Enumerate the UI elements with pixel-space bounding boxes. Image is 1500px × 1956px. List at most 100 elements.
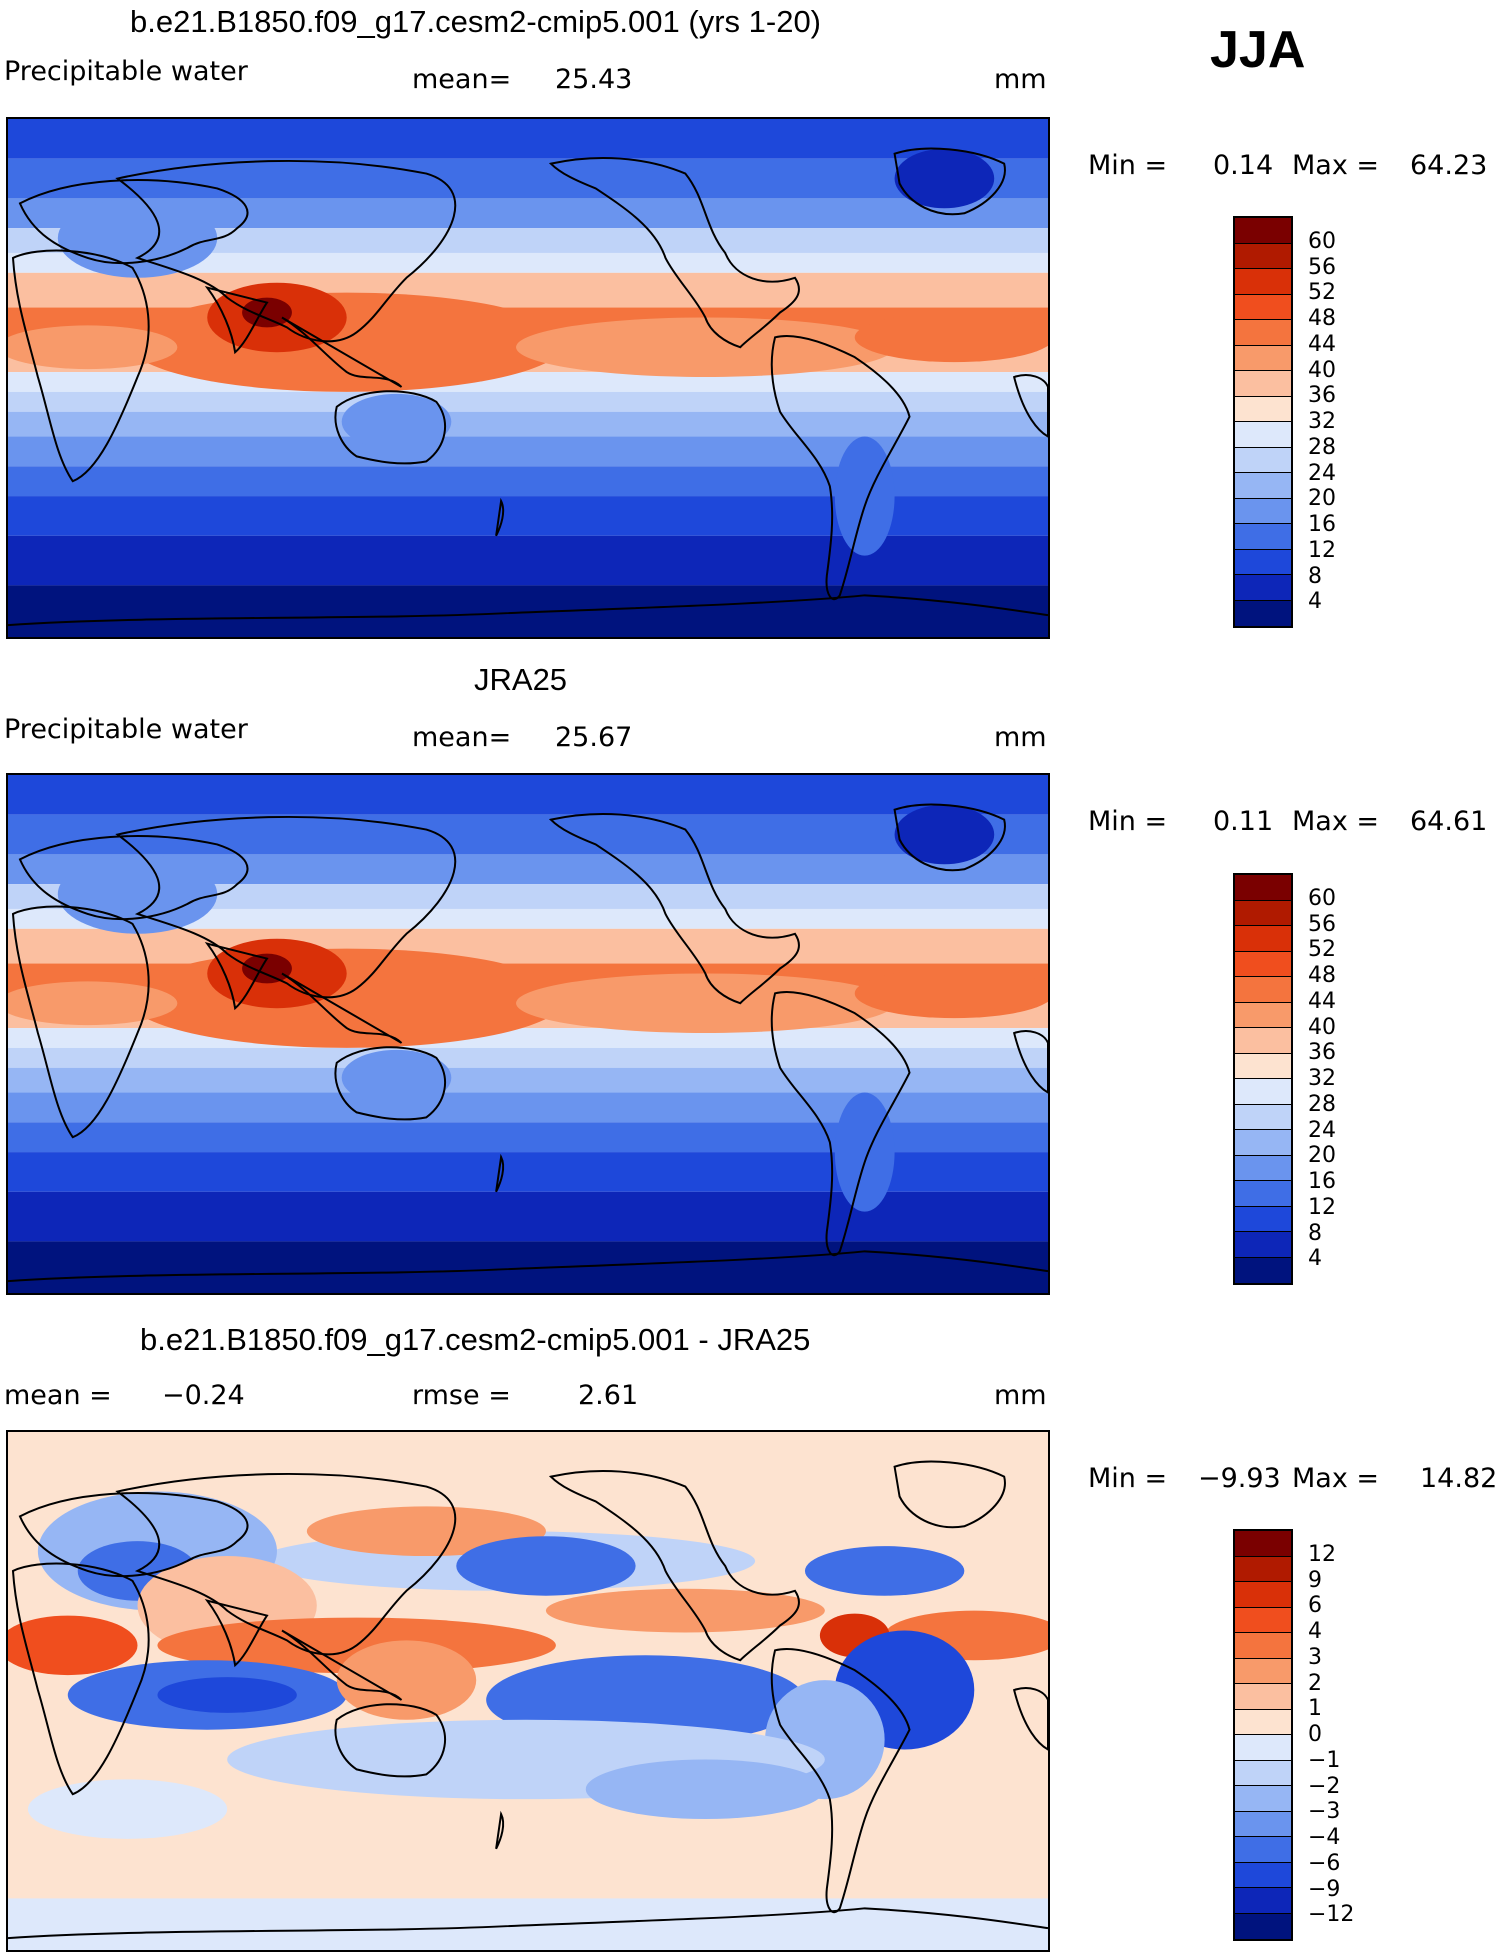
colorbar-segment [1235,422,1291,448]
colorbar-tick-label: 36 [1308,383,1336,409]
colorbar-tick-label: 32 [1308,1066,1336,1091]
map-panel [6,773,1050,1295]
colorbar-segment [1235,1556,1291,1582]
colorbar-tick-label: 40 [1308,1014,1336,1040]
colorbar-segment [1235,1658,1291,1684]
mean-label: mean = [4,1380,112,1411]
coastline [548,813,800,1005]
colorbar-tick-label: 8 [1308,1220,1322,1246]
pw-band [8,1092,1048,1123]
dry-region [894,804,995,865]
colorbar-tick-label: 52 [1308,937,1336,963]
colorbar-segment [1235,396,1291,422]
diff-anomaly [545,1588,825,1633]
mean-label: mean= [412,64,512,95]
colorbar-tick-label: 60 [1308,228,1336,254]
colorbar-tick-label: 12 [1308,1541,1336,1567]
mean-value: 25.67 [555,722,633,753]
variable-label: Precipitable water [4,56,248,87]
pw-band [8,585,1048,637]
coastline [893,803,1006,872]
colorbar-segment [1235,1684,1291,1710]
diff-anomaly [336,1640,477,1720]
colorbar-tick-label: 44 [1308,331,1336,357]
colorbar-tick-label: 8 [1308,563,1322,589]
colorbar-segment [1235,1582,1291,1608]
coastline [495,1810,505,1850]
coastline [18,179,249,265]
colorbar-segment [1235,1181,1291,1207]
colorbar-segment [1235,575,1291,601]
coastline [548,157,800,349]
colorbar-tick-label: 4 [1308,589,1322,615]
pw-band [8,272,1048,308]
colorbar-segment [1235,1232,1291,1258]
colorbar-tick-label: 12 [1308,537,1336,563]
coastline [281,316,403,388]
colorbar-segment [1235,1079,1291,1105]
colorbar-tick-label: 48 [1308,306,1336,331]
coastline [281,1629,403,1701]
colorbar-segment [1235,1811,1291,1837]
coastline [115,815,457,999]
coastline [204,286,269,355]
pw-band [8,535,1048,586]
pw-band [8,1047,1048,1068]
colorbar-segment [1235,498,1291,524]
min-label: Min = [1088,150,1168,181]
min-label: Min = [1088,1463,1168,1494]
colorbar-segment [1235,524,1291,550]
coastline [548,1470,800,1662]
itcz-atlantic [854,968,1048,1019]
coastline [115,1472,457,1656]
map-panel [6,117,1050,639]
rmse-label: rmse = [412,1380,511,1411]
coastline [11,905,150,1139]
pw-band [8,411,1048,437]
coastline [495,497,505,537]
colorbar-tick-label: 52 [1308,280,1336,306]
colorbar-segment [1235,1028,1291,1054]
panel-title: b.e21.B1850.f09_g17.cesm2-cmip5.001 (yrs… [130,4,822,39]
rmse-value: 2.61 [578,1380,639,1411]
colorbar-tick-label: 48 [1308,963,1336,988]
colorbar-tick-label: −6 [1308,1850,1341,1876]
max-label: Max = [1292,150,1380,181]
pw-band [8,119,1048,159]
colorbar-tick-label: 40 [1308,357,1336,383]
diff-anomaly [157,1677,297,1713]
itcz-atlantic [854,312,1048,363]
colorbar-segment [1235,1155,1291,1181]
coastline [334,390,446,465]
colorbar-segment [1235,320,1291,346]
pw-band [8,391,1048,412]
colorbar [1233,873,1293,1285]
coastline [18,835,249,921]
coastline [770,991,911,1257]
colorbar-tick-label: 60 [1308,885,1336,911]
coastline [770,1648,911,1914]
mean-value: 25.43 [555,64,633,95]
dry-region [834,1092,895,1212]
colorbar-segment [1235,875,1291,901]
min-label: Min = [1088,806,1168,837]
warm-pool [127,292,566,392]
colorbar-segment [1235,371,1291,397]
max-label: Max = [1292,1463,1380,1494]
colorbar-tick-label: 16 [1308,512,1336,537]
colorbar-segment [1235,1760,1291,1786]
colorbar-segment [1235,1130,1291,1156]
colorbar-tick-label: −4 [1308,1825,1341,1850]
coastline [8,1907,1048,1940]
dry-region [341,1049,452,1106]
colorbar-tick-label: 24 [1308,460,1336,486]
pw-band [8,928,1048,964]
mean-label: mean= [412,722,512,753]
map-panel [6,1430,1050,1952]
colorbar-segment [1235,1531,1291,1557]
colorbar-tick-label: 20 [1308,1143,1336,1169]
units-label: mm [994,722,1047,753]
colorbar-tick-label: 28 [1308,434,1336,460]
coastline [204,1599,269,1668]
itcz-africa [8,325,178,370]
